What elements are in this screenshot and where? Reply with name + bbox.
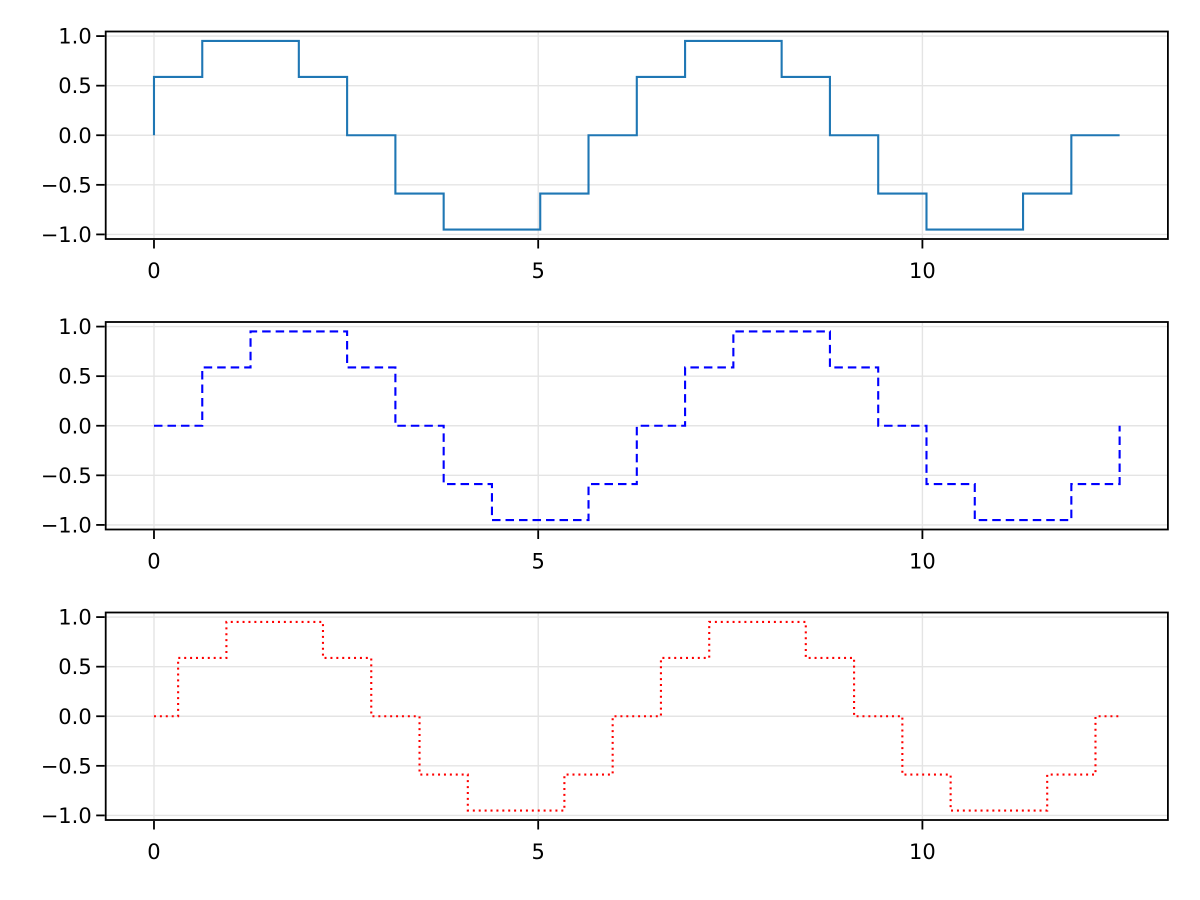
x-tick-label: 5 [532, 840, 545, 864]
y-tick-label: 1.0 [58, 606, 91, 630]
y-tick-label: 0.0 [58, 124, 91, 148]
axes-spine [104, 611, 1169, 821]
x-tick-label: 5 [532, 550, 545, 574]
y-tick-label: 0.5 [58, 74, 91, 98]
y-tick-label: 0.0 [58, 705, 91, 729]
y-tick-label: 1.0 [58, 25, 91, 49]
y-tick-label: −0.5 [41, 464, 92, 488]
y-tick-label: −0.5 [41, 754, 92, 778]
x-tick-label: 10 [909, 550, 936, 574]
x-tick-label: 10 [909, 840, 936, 864]
subplot-3: 0 5 10 −1.0 −0.5 0.0 0.5 1.0 [41, 606, 1169, 864]
x-tick-label: 0 [147, 259, 160, 283]
y-tick-label: −1.0 [41, 513, 92, 537]
axes-spine [104, 30, 1169, 240]
x-tick-label: 0 [147, 550, 160, 574]
y-tick-label: 1.0 [58, 315, 91, 339]
y-tick-label: 0.5 [58, 655, 91, 679]
step-line-post [153, 330, 1121, 522]
y-tick-label: −1.0 [41, 804, 92, 828]
y-tick-label: 0.5 [58, 365, 91, 389]
y-tick-label: −0.5 [41, 173, 92, 197]
axes-spine [104, 321, 1169, 531]
y-tick-label: 0.0 [58, 414, 91, 438]
subplot-2: 0 5 10 −1.0 −0.5 0.0 0.5 1.0 [41, 315, 1169, 574]
subplot-1: 0 5 10 −1.0 −0.5 0.0 0.5 1.0 [41, 25, 1169, 283]
x-tick-label: 0 [147, 840, 160, 864]
x-tick-label: 5 [532, 259, 545, 283]
x-tick-label: 10 [909, 259, 936, 283]
y-tick-label: −1.0 [41, 223, 92, 247]
step-line-pre [152, 39, 1120, 231]
